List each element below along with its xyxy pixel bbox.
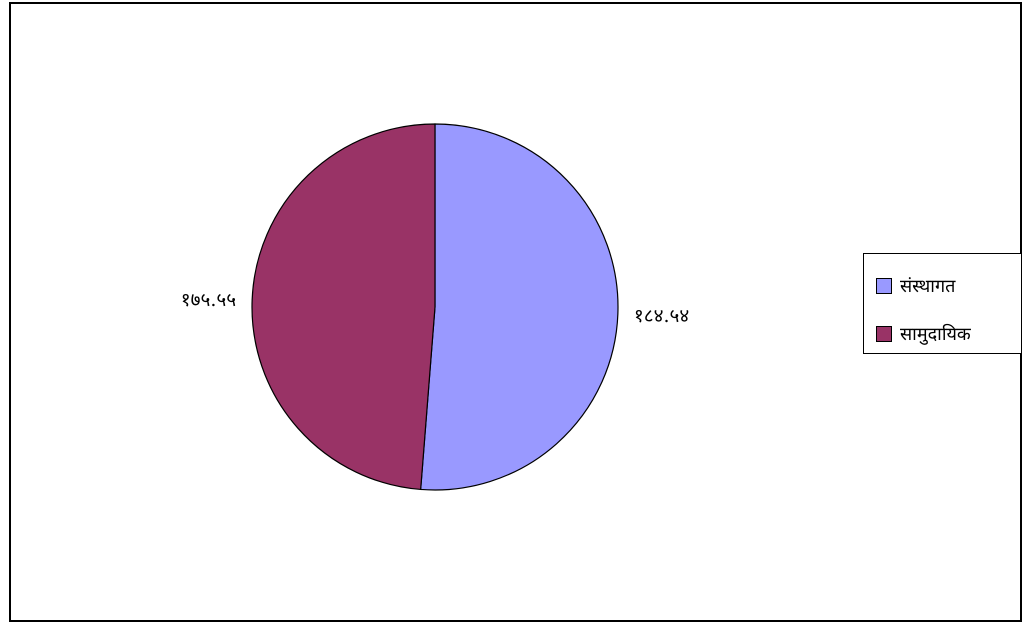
legend-swatch-community — [876, 326, 892, 342]
legend-label-community: सामुदायिक — [900, 324, 971, 345]
chart-legend: संस्थागत सामुदायिक — [863, 253, 1022, 354]
pie-slice-community — [251, 123, 436, 491]
pie-label-institutional: १८४.५४ — [634, 305, 689, 327]
pie-slice-institutional — [420, 123, 619, 491]
pie-chart: १८४.५४ १७५.५५ — [181, 123, 689, 491]
legend-label-institutional: संस्थागत — [900, 276, 956, 297]
pie-label-community: १७५.५५ — [181, 289, 236, 311]
legend-swatch-institutional — [876, 278, 892, 294]
legend-item-community: सामुदायिक — [876, 322, 971, 346]
legend-item-institutional: संस्थागत — [876, 274, 955, 298]
